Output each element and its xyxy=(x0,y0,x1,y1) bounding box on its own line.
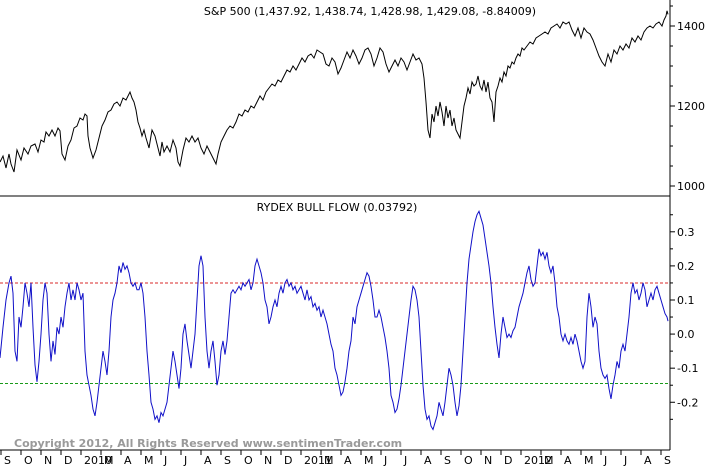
x-axis-label: O xyxy=(24,454,33,467)
x-axis-label: A xyxy=(204,454,212,467)
x-axis-label: A xyxy=(564,454,572,467)
x-axis-label: N xyxy=(44,454,52,467)
bull-flow-y-tick-label: -0.2 xyxy=(677,396,698,409)
x-axis-label: S xyxy=(444,454,451,467)
copyright-text: Copyright 2012, All Rights Reserved www.… xyxy=(14,437,402,450)
bull-flow-y-tick-label: 0.3 xyxy=(677,226,695,239)
x-axis-label: M xyxy=(144,454,154,467)
x-axis-label: D xyxy=(504,454,512,467)
sp500-price-line xyxy=(0,10,669,173)
x-axis-label: J xyxy=(623,454,627,467)
x-axis-label: M xyxy=(544,454,554,467)
x-axis-label: A xyxy=(644,454,652,467)
x-axis-label: M xyxy=(104,454,114,467)
x-axis-label: A xyxy=(344,454,352,467)
x-axis-label: 2011 xyxy=(304,454,332,467)
x-axis-label: A xyxy=(424,454,432,467)
x-axis-label: N xyxy=(484,454,492,467)
x-axis-label: D xyxy=(284,454,292,467)
bull-flow-y-axis: -0.2 -0.1 0.0 0.1 0.2 0.3 xyxy=(670,214,698,420)
x-axis-label: J xyxy=(403,454,407,467)
reference-lines xyxy=(0,282,670,385)
x-axis-label: M xyxy=(364,454,374,467)
x-axis-label: D xyxy=(64,454,72,467)
sp500-panel: S&P 500 (1,437.92, 1,438.74, 1,428.98, 1… xyxy=(0,0,705,196)
bull-flow-y-tick-label: 0.1 xyxy=(677,294,695,307)
bull-flow-y-tick-label: 0.2 xyxy=(677,260,695,273)
x-axis-label: A xyxy=(124,454,132,467)
x-axis-label: S xyxy=(224,454,231,467)
x-axis-label: N xyxy=(264,454,272,467)
bull-flow-panel-title: RYDEX BULL FLOW (0.03792) xyxy=(257,201,418,214)
bull-flow-line xyxy=(0,210,669,431)
x-axis-label: O xyxy=(464,454,473,467)
x-axis-label: S xyxy=(4,454,11,467)
x-axis-label: J xyxy=(183,454,187,467)
x-axis-label: M xyxy=(584,454,594,467)
bull-flow-panel: RYDEX BULL FLOW (0.03792) -0.2 -0.1 0.0 0.1… xyxy=(0,196,698,450)
x-axis-label: O xyxy=(244,454,253,467)
sp500-y-tick-label: 1400 xyxy=(677,20,705,33)
x-axis-label: 2012 xyxy=(524,454,552,467)
bull-flow-y-tick-label: -0.1 xyxy=(677,362,698,375)
x-axis-label: J xyxy=(383,454,387,467)
sp500-y-tick-label: 1000 xyxy=(677,180,705,193)
x-axis-label: M xyxy=(324,454,334,467)
x-axis-label: J xyxy=(603,454,607,467)
x-axis-label: J xyxy=(163,454,167,467)
sp500-panel-title: S&P 500 (1,437.92, 1,438.74, 1,428.98, 1… xyxy=(204,5,536,18)
x-axis-label: 2010 xyxy=(84,454,112,467)
x-axis-label: S xyxy=(664,454,671,467)
bull-flow-y-tick-label: 0.0 xyxy=(677,328,695,341)
sp500-y-tick-label: 1200 xyxy=(677,100,705,113)
sp500-y-axis: 1000 1200 1400 xyxy=(670,5,705,193)
